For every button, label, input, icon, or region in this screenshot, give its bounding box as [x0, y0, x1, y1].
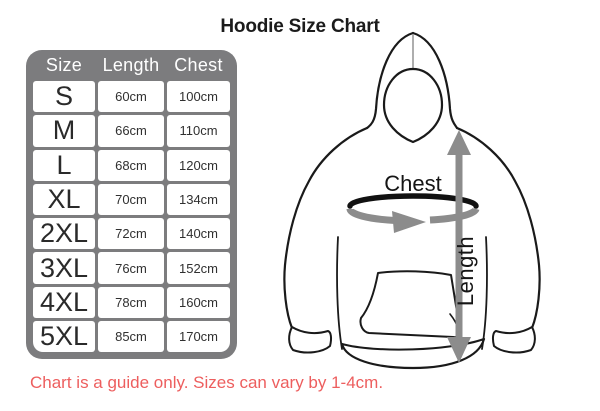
chest-arc-back — [347, 193, 479, 209]
hoodie-right-sleeve — [457, 128, 540, 351]
length-cell: 78cm — [98, 286, 164, 319]
hoodie-illustration: Chest Length — [283, 31, 541, 370]
disclaimer-text: Chart is a guide only. Sizes can vary by… — [30, 373, 384, 392]
size-cell: L — [33, 149, 95, 181]
col-header-size: Size — [45, 55, 83, 75]
right-cuff — [491, 326, 536, 354]
page-title: Hoodie Size Chart — [220, 16, 380, 37]
size-cell: 3XL — [33, 252, 95, 284]
col-header-length: Length — [102, 55, 160, 75]
length-cell: 66cm — [98, 115, 164, 147]
table-header-row: Size Length Chest — [33, 50, 230, 81]
length-cell: 68cm — [98, 149, 164, 181]
chest-cell: 160cm — [167, 286, 230, 319]
chest-cell: 170cm — [167, 321, 230, 353]
length-arrowhead-bottom — [447, 337, 471, 363]
size-cell: 4XL — [33, 286, 95, 319]
pocket — [359, 270, 462, 339]
length-label: Length — [453, 236, 478, 306]
length-cell: 76cm — [98, 252, 164, 284]
hoodie-left-sleeve — [284, 128, 367, 351]
left-sleeve-seam — [336, 236, 343, 350]
size-chart-table: Size Length Chest S 60cm 100cm M 66cm 11… — [26, 50, 237, 360]
chest-arc-front-left — [346, 208, 396, 224]
chest-cell: 110cm — [167, 115, 230, 147]
table-body: S 60cm 100cm M 66cm 110cm L 68cm 120cm X… — [33, 81, 230, 353]
length-arrow-shaft — [455, 151, 463, 341]
left-sleeve-outline — [283, 126, 369, 330]
size-cell: 5XL — [33, 321, 95, 353]
hood-opening — [382, 67, 444, 144]
length-cell: 72cm — [98, 218, 164, 250]
size-cell: 2XL — [33, 218, 95, 250]
length-cell: 60cm — [98, 81, 164, 113]
length-cell: 70cm — [98, 183, 164, 216]
right-sleeve-outline — [455, 126, 541, 330]
bottom-edge — [340, 337, 486, 370]
size-cell: XL — [33, 183, 95, 216]
hem-line — [341, 338, 485, 351]
chest-cell: 120cm — [167, 149, 230, 181]
size-cell: M — [33, 115, 95, 147]
chest-label: Chest — [384, 171, 441, 196]
chest-cell: 134cm — [167, 183, 230, 216]
size-cell: S — [33, 81, 95, 113]
col-header-chest: Chest — [174, 55, 223, 75]
chest-arrowhead — [392, 211, 426, 233]
length-arrowhead-top — [447, 130, 471, 155]
length-cell: 85cm — [98, 321, 164, 353]
left-cuff — [288, 326, 333, 354]
chest-cell: 100cm — [167, 81, 230, 113]
chest-cell: 140cm — [167, 218, 230, 250]
hood-right-outline — [411, 31, 459, 130]
hood-left-outline — [365, 31, 415, 130]
chest-cell: 152cm — [167, 252, 230, 284]
